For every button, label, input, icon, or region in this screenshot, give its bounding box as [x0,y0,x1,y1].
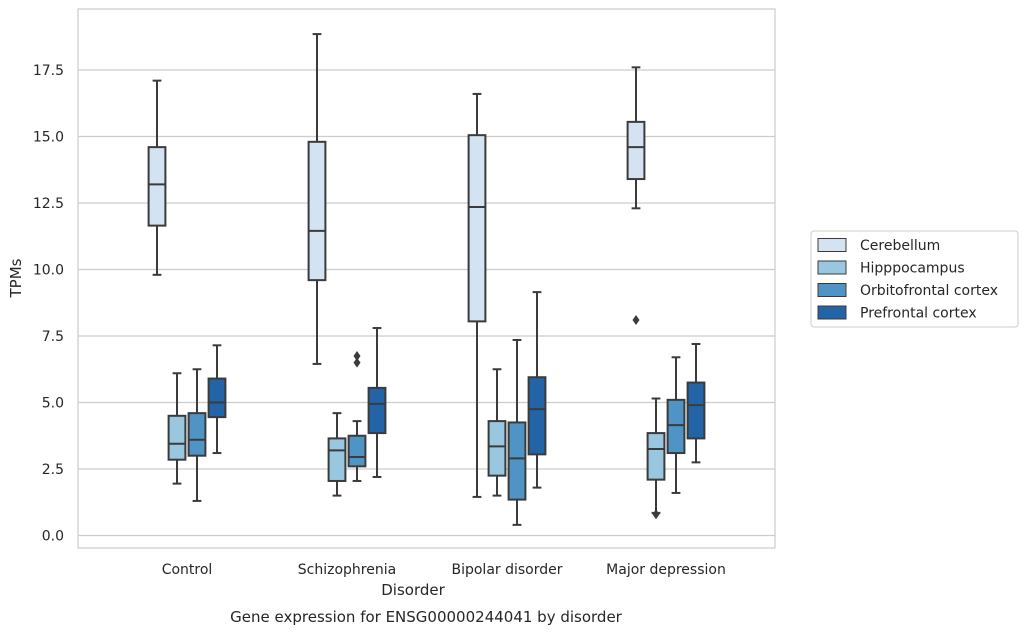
x-tick-label: Major depression [606,562,726,578]
box-iqr [187,412,207,457]
y-tick-label: 10.0 [33,263,64,279]
box-iqr [646,432,666,481]
box [207,344,227,455]
y-tick-label: 0.0 [42,529,64,545]
legend-label: Cerebellum [860,238,940,254]
y-tick-label: 17.5 [33,63,64,79]
legend-swatch [817,260,847,275]
box [467,92,487,498]
box [327,412,347,497]
chart-caption: Gene expression for ENSG00000244041 by d… [230,608,623,626]
x-tick-label: Control [162,562,213,578]
box-iqr [347,434,367,468]
outlier-marker [652,509,660,520]
x-tick-label: Schizophrenia [298,562,396,578]
plot-area-frame [77,8,776,549]
legend-frame [810,230,1019,328]
box [167,372,187,485]
box-iqr [666,398,686,455]
series-prefrontal-cortex [207,291,706,489]
outlier-marker [632,315,640,326]
box-series-group [147,33,706,526]
x-axis-title: Disorder [381,581,445,599]
box [347,350,367,482]
grid-lines [78,69,775,537]
legend-label: Prefrontal cortex [860,306,977,322]
box [147,79,167,276]
y-axis-title: TPMs [7,258,25,298]
box [367,327,387,478]
box-iqr [147,146,167,227]
box [507,338,527,526]
box-iqr [467,134,487,323]
y-tick-label: 15.0 [33,130,64,146]
box-iqr [207,377,227,419]
series-cerebellum [147,33,646,498]
legend-label: Hipppocampus [860,261,965,277]
legend-swatch [817,238,847,252]
box-iqr [507,421,527,501]
box-iqr [626,120,646,181]
tick-labels: 0.0 2.5 5.0 7.5 10.0 12.5 15.0 17.5 Control Schiz… [33,63,726,578]
box [686,342,706,464]
x-tick-label: Bipolar disorder [451,562,562,578]
box-iqr [307,140,327,282]
y-tick-label: 5.0 [42,396,64,412]
box-iqr [686,381,706,440]
box [487,368,507,497]
box [187,368,207,502]
box-iqr [167,414,187,461]
box [626,66,646,326]
outlier-marker [353,357,361,368]
legend-swatch [817,305,847,320]
legend-swatch [817,283,847,297]
y-tick-label: 12.5 [33,196,64,212]
box [527,291,547,489]
series-orbitofrontal-cortex [187,338,686,526]
legend: Cerebellum Hipppocampus Orbitofrontal cort… [810,230,1019,328]
legend-items: Cerebellum Hipppocampus Orbitofrontal cort… [817,238,998,322]
series-hipppocampus [167,368,666,520]
outlier-marker [353,350,361,361]
box [666,356,686,494]
box [307,33,327,365]
box-iqr [527,376,547,456]
legend-label: Orbitofrontal cortex [860,283,998,299]
box-iqr [327,437,347,482]
y-tick-label: 7.5 [42,329,64,345]
box [646,397,666,520]
y-tick-label: 2.5 [42,462,64,478]
box-iqr [487,420,507,477]
box-iqr [367,386,387,435]
